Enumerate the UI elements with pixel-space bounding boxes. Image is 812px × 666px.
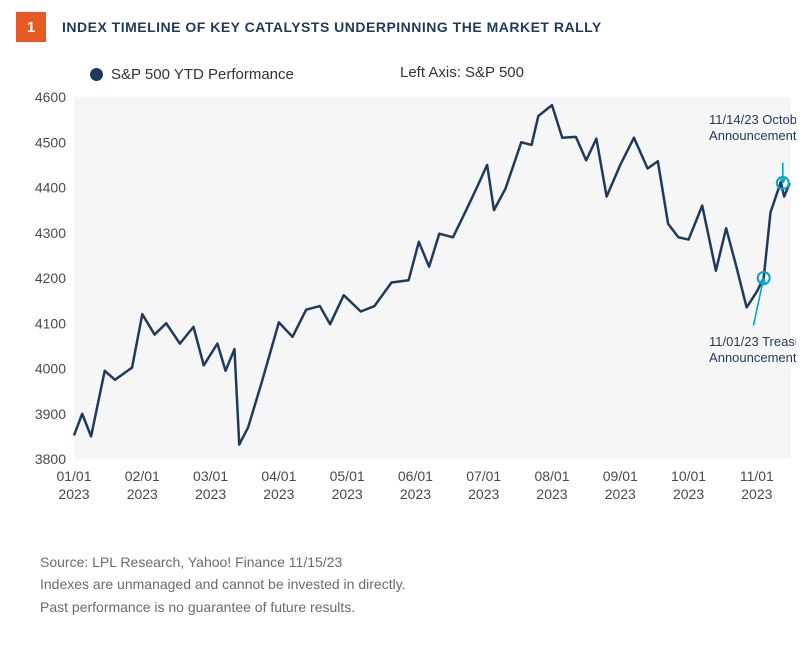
svg-text:2023: 2023 <box>332 486 363 502</box>
svg-text:2023: 2023 <box>468 486 499 502</box>
svg-text:11/14/23 October CPI: 11/14/23 October CPI <box>709 112 796 127</box>
svg-text:05/01: 05/01 <box>330 468 365 484</box>
svg-text:Announcement: Announcement <box>709 128 796 143</box>
svg-text:2023: 2023 <box>673 486 704 502</box>
figure-number-box: 1 <box>16 12 46 42</box>
svg-text:3900: 3900 <box>35 406 66 422</box>
svg-text:2023: 2023 <box>536 486 567 502</box>
svg-text:06/01: 06/01 <box>398 468 433 484</box>
svg-text:11/01/23 Treasury: 11/01/23 Treasury <box>709 334 796 349</box>
svg-text:Announcement: Announcement <box>709 350 796 365</box>
svg-text:2023: 2023 <box>400 486 431 502</box>
svg-text:03/01: 03/01 <box>193 468 228 484</box>
legend-series-label: S&P 500 YTD Performance <box>111 66 294 83</box>
svg-text:11/01: 11/01 <box>740 468 774 484</box>
svg-text:4000: 4000 <box>35 361 66 377</box>
chart-footer: Source: LPL Research, Yahoo! Finance 11/… <box>0 539 812 618</box>
svg-text:2023: 2023 <box>195 486 226 502</box>
svg-text:4600: 4600 <box>35 89 66 105</box>
chart-title: INDEX TIMELINE OF KEY CATALYSTS UNDERPIN… <box>62 19 602 35</box>
svg-text:2023: 2023 <box>263 486 294 502</box>
svg-text:4200: 4200 <box>35 270 66 286</box>
line-chart: 3800 3900 4000 4100 4200 4300 4400 4500 4600 01/0… <box>16 89 796 539</box>
disclaimer-text-1: Indexes are unmanaged and cannot be inve… <box>40 573 772 595</box>
svg-text:07/01: 07/01 <box>466 468 501 484</box>
svg-text:4100: 4100 <box>35 315 66 331</box>
svg-text:02/01: 02/01 <box>125 468 160 484</box>
svg-text:2023: 2023 <box>605 486 636 502</box>
legend-dot-icon <box>90 68 103 81</box>
svg-text:2023: 2023 <box>58 486 89 502</box>
svg-text:4400: 4400 <box>35 180 66 196</box>
disclaimer-text-2: Past performance is no guarantee of futu… <box>40 596 772 618</box>
svg-text:3800: 3800 <box>35 451 66 467</box>
source-text: Source: LPL Research, Yahoo! Finance 11/… <box>40 551 772 573</box>
svg-text:4500: 4500 <box>35 134 66 150</box>
chart-container: 3800 3900 4000 4100 4200 4300 4400 4500 4600 01/0… <box>16 89 796 539</box>
svg-text:10/01: 10/01 <box>671 468 706 484</box>
svg-text:08/01: 08/01 <box>534 468 569 484</box>
svg-text:04/01: 04/01 <box>261 468 296 484</box>
left-axis-label: Left Axis: S&P 500 <box>400 64 524 81</box>
svg-text:4300: 4300 <box>35 225 66 241</box>
svg-text:09/01: 09/01 <box>603 468 638 484</box>
svg-text:2023: 2023 <box>741 486 772 502</box>
svg-text:2023: 2023 <box>127 486 158 502</box>
svg-text:01/01: 01/01 <box>56 468 91 484</box>
chart-header: 1 INDEX TIMELINE OF KEY CATALYSTS UNDERP… <box>0 0 812 42</box>
